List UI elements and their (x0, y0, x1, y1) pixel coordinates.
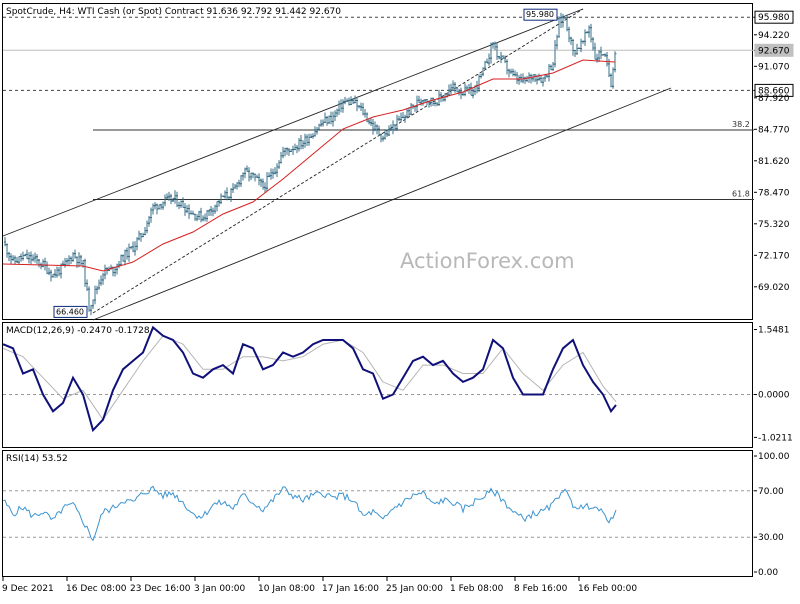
price-axis-label: 72.170 (758, 251, 790, 261)
rsi-panel-frame[interactable] (2, 450, 753, 577)
channel-lower-line (92, 87, 672, 321)
price-axis-label: 91.070 (758, 62, 790, 72)
swing-high-box (523, 8, 558, 21)
time-axis-label: 8 Feb 16:00 (514, 584, 568, 594)
current-price-tag (754, 43, 794, 57)
price-axis-label: 94.220 (758, 31, 790, 41)
rsi-line (2, 485, 617, 542)
time-axis-label: 1 Feb 08:00 (450, 584, 504, 594)
rsi-axis-label: 30.00 (758, 533, 784, 543)
macd-plot (2, 325, 754, 433)
rsi-axis-label: 100.00 (758, 452, 790, 462)
price-axis-label: 88.660 (758, 86, 790, 96)
moving-average-line (2, 59, 616, 272)
fibonacci-label: 38.2 (732, 120, 750, 129)
time-axis-label: 23 Dec 16:00 (130, 584, 191, 594)
time-axis-label: 10 Jan 08:00 (258, 584, 315, 594)
price-axis-label: 78.470 (758, 188, 790, 198)
macd-axis-label: 1.5481 (758, 326, 790, 336)
swing-high-label: 95.980 (526, 10, 554, 19)
price-axis-label: 87.920 (758, 94, 790, 104)
rsi-plot (2, 485, 754, 542)
watermark-text: ActionForex.com (400, 249, 575, 273)
fibonacci-label: 61.8 (732, 190, 750, 199)
price-axis-label: 81.620 (758, 157, 790, 167)
macd-axis-label: -1.0211 (758, 433, 793, 443)
macd-panel-frame[interactable] (2, 322, 753, 448)
price-panel-frame[interactable] (2, 3, 753, 320)
price-panel-header: SpotCrude, H4: WTI Cash (or Spot) Contra… (6, 7, 341, 17)
channel-upper-line (2, 8, 584, 237)
swing-low-label: 66.460 (56, 307, 84, 316)
swing-low-box (53, 305, 88, 318)
price-plot: 38.2 61.8 95.980 66.460 (2, 8, 754, 321)
rsi-panel-header: RSI(14) 53.52 (6, 454, 68, 464)
price-axis-label: 92.670 (758, 46, 790, 56)
rsi-axis-label: 70.00 (758, 487, 784, 497)
price-axis-label: 95.980 (758, 13, 790, 23)
time-axis-label: 17 Jan 16:00 (322, 584, 379, 594)
time-axis-label: 16 Dec 08:00 (66, 584, 127, 594)
price-axis-label: 84.770 (758, 125, 790, 135)
rsi-axis-label: 0.00 (758, 568, 778, 578)
price-axis-label: 69.020 (758, 283, 790, 293)
macd-signal-line (2, 335, 617, 421)
price-level-tag (754, 83, 794, 97)
time-axis-label: 9 Dec 2021 (2, 584, 54, 594)
macd-panel-header: MACD(12,26,9) -0.2470 -0.1728 (6, 326, 150, 336)
time-axis-label: 25 Jan 00:00 (386, 584, 443, 594)
macd-axis-label: 0.0000 (758, 391, 790, 401)
time-axis-label: 3 Jan 00:00 (194, 584, 246, 594)
price-level-tag (754, 10, 794, 24)
macd-line (2, 325, 617, 433)
time-axis-label: 16 Feb 00:00 (578, 584, 637, 594)
price-axis-label: 75.320 (758, 220, 790, 230)
